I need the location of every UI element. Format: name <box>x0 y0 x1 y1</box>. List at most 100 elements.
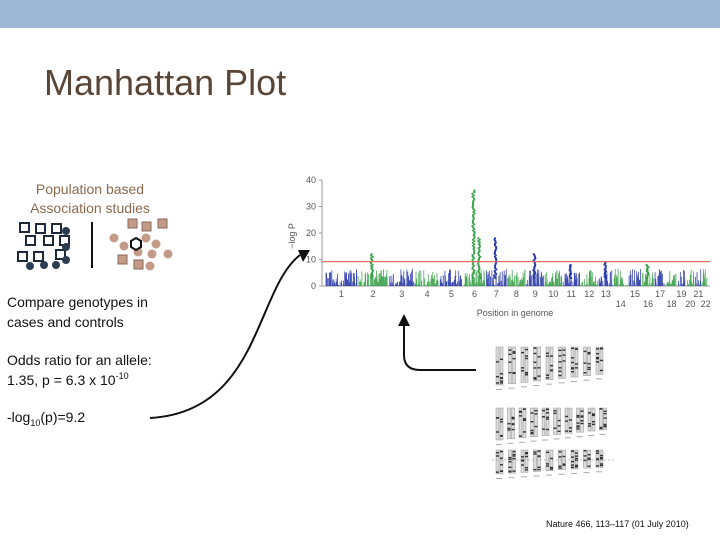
compare-text-line-1: Compare genotypes in <box>7 294 148 310</box>
chromosome-band <box>571 466 574 469</box>
x-tick-label: 16 <box>643 299 653 309</box>
peak-point-chr16 <box>645 263 648 266</box>
chromosome-11-points <box>562 272 580 286</box>
chromosome-band <box>534 413 538 415</box>
chromosome-band <box>525 467 528 469</box>
chromosome-band <box>583 362 587 364</box>
chromosome-band <box>525 348 528 351</box>
x-axis-label: Position in genome <box>477 308 554 318</box>
chromosome-band <box>592 414 595 417</box>
label-mark <box>558 382 565 384</box>
chromosome-band <box>580 410 584 412</box>
x-tick-label: 21 <box>693 289 703 299</box>
chromosome-band <box>512 357 516 360</box>
chromosome-2-points <box>357 269 389 286</box>
chromosome-band <box>596 458 599 461</box>
label-mark <box>508 387 515 389</box>
chromosome-band <box>596 452 599 454</box>
chromosome-band <box>580 415 584 417</box>
chromosome-band <box>592 420 595 423</box>
x-tick-label: 2 <box>371 289 376 299</box>
x-tick-label: 5 <box>449 289 454 299</box>
chromosome-band <box>565 420 568 422</box>
chromosome-band <box>587 368 591 371</box>
odds-ratio-exponent: -10 <box>115 371 129 381</box>
chromosome-band <box>496 471 499 473</box>
chromosome-band <box>550 466 553 469</box>
chromosome-band <box>508 456 512 459</box>
peak-point-chr6 <box>471 195 474 198</box>
chromosome-pair <box>558 346 562 379</box>
chromosome-band <box>557 419 561 422</box>
chromosome-band <box>562 463 566 465</box>
peak-point-chr2 <box>369 257 372 260</box>
chromosome-band <box>519 435 522 437</box>
log-subscript: 10 <box>30 418 41 428</box>
chromosome-band <box>546 374 549 376</box>
chromosome-band <box>530 421 534 423</box>
chromosome-4-points <box>414 270 439 286</box>
chromosome-band <box>558 456 562 458</box>
chromosome-band <box>507 423 511 425</box>
peak-point-chr6 <box>477 237 480 240</box>
chromosome-band <box>511 428 515 431</box>
chromosome-band <box>508 471 512 473</box>
peak-point-chr6 <box>472 211 475 214</box>
peak-point-chr6 <box>471 192 474 195</box>
chromosome-pair <box>545 346 550 380</box>
x-tick-label: 8 <box>514 289 519 299</box>
chromosome-band <box>533 453 537 455</box>
chromosome-band <box>496 452 499 454</box>
peak-point-chr6 <box>472 269 476 272</box>
chromosome-21-points <box>695 269 702 286</box>
peak-point-chr13 <box>605 277 608 280</box>
chromosome-12-points <box>580 270 598 286</box>
chromosome-band <box>580 420 584 422</box>
chromosome-band <box>530 412 534 414</box>
chromosome-band <box>537 450 541 452</box>
case-square <box>133 259 144 270</box>
chromosome-pair <box>570 449 575 470</box>
chromosome-band <box>500 377 503 380</box>
chromosome-band <box>558 361 562 363</box>
chromosome-band <box>537 367 541 369</box>
chromosome-band <box>508 349 512 351</box>
chromosome-1-points <box>325 269 358 286</box>
log-suffix: (p)=9.2 <box>40 409 86 425</box>
peak-point-chr6 <box>471 224 474 227</box>
chromosome-band <box>500 470 503 472</box>
chromosome-pair <box>524 346 529 383</box>
case-square <box>127 218 138 229</box>
chromosome-band <box>546 463 549 465</box>
chromosome-band <box>533 468 537 471</box>
control-square <box>25 235 36 246</box>
chromosome-band <box>562 455 566 458</box>
chromosome-band <box>546 418 549 420</box>
x-tick-label: 6 <box>472 289 477 299</box>
chromosome-band <box>507 429 511 431</box>
peak-point-chr6 <box>472 201 475 204</box>
chromosome-band <box>525 455 528 458</box>
chromosome-band <box>603 412 607 415</box>
chromosome-band <box>599 427 603 430</box>
chromosome-pair <box>599 407 603 431</box>
chromosome-band <box>533 361 537 364</box>
peak-point-chr6 <box>471 273 474 277</box>
peak-point-chr6 <box>472 194 475 197</box>
chromosome-band <box>583 372 587 374</box>
chromosome-band <box>550 457 553 460</box>
chromosome-band <box>576 428 580 430</box>
arrow-to-plot <box>149 254 301 419</box>
chromosome-band <box>508 466 512 468</box>
case-circle <box>141 233 151 243</box>
label-mark <box>596 378 602 380</box>
chromosome-pair <box>512 346 516 384</box>
chromosome-band <box>546 416 549 419</box>
chromosome-band <box>511 423 515 426</box>
chromosome-pair <box>549 346 554 380</box>
chromosome-band <box>575 348 578 350</box>
chromosome-band <box>565 430 568 432</box>
arrow-head-genome <box>398 314 410 326</box>
chromosome-band <box>557 430 561 432</box>
chromosome-band <box>534 425 538 428</box>
